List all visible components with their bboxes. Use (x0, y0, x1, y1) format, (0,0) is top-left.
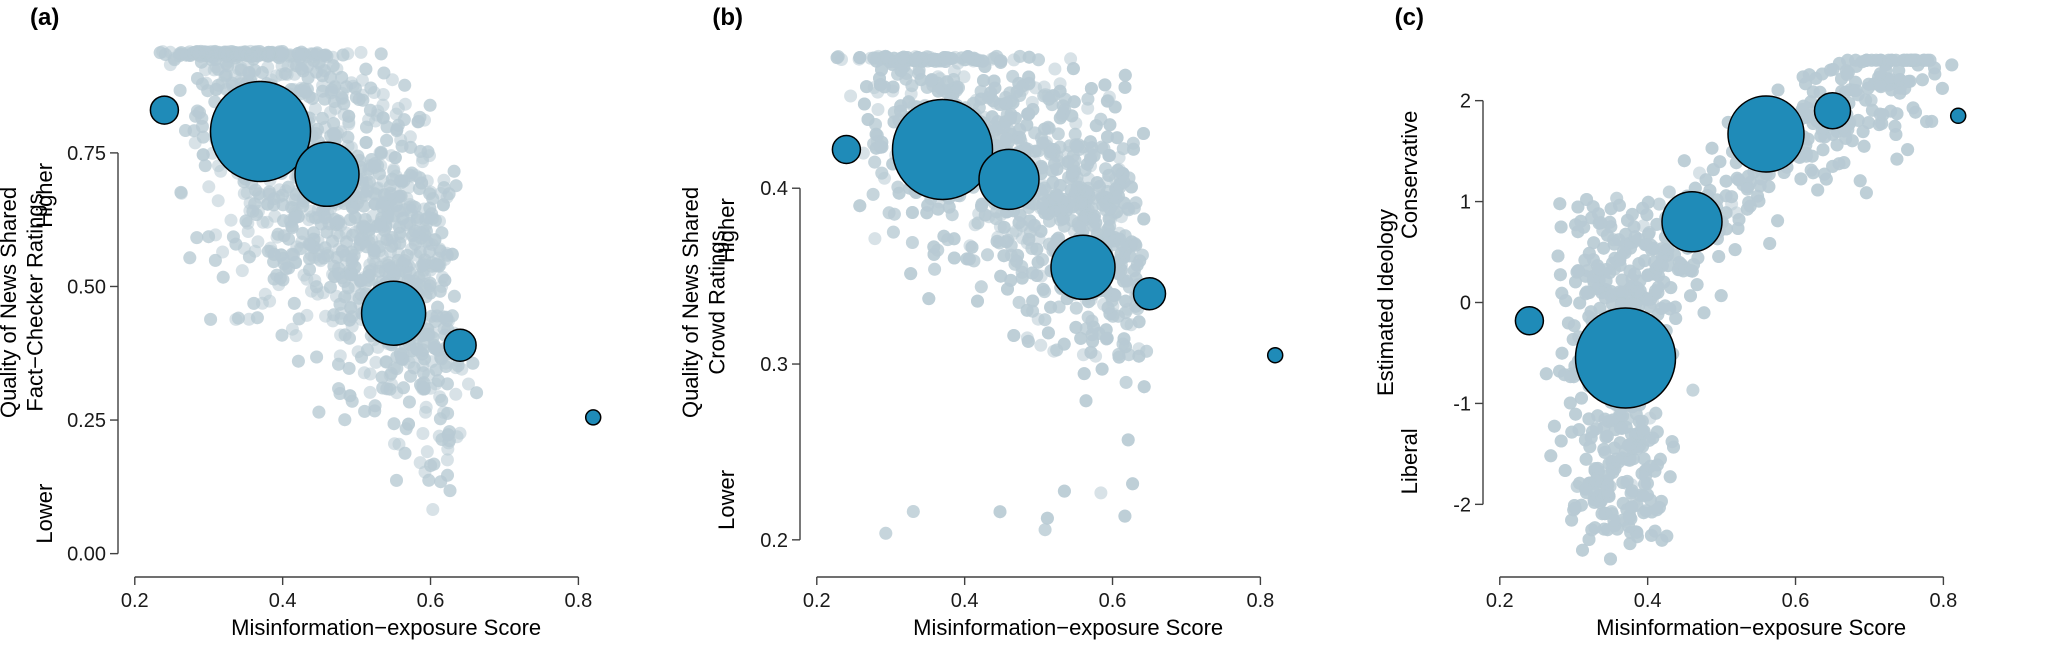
panel-a-ytick: 0.50 (67, 276, 106, 298)
panel-a-xtick: 0.6 (417, 590, 445, 612)
panel-c-bigpoint-2 (1662, 192, 1722, 252)
panel-a-ylabel-line1: Quality of News Shared (0, 187, 21, 418)
panel-a-bigpoint-2 (295, 142, 359, 206)
panel-c-xtick: 0.2 (1486, 590, 1514, 612)
panel-b-corner-low: Lower (714, 470, 739, 530)
panel-a-svg: 0.2 0.4 0.6 0.8 0.00 0.25 0.50 0.75 Misinformati… (0, 0, 682, 653)
panel-c: (c) 0.2 0.4 0.6 0.8 -2 -1 0 1 2 Misinformation−exp… (1365, 0, 2047, 653)
panel-b-bigpoint-2 (979, 149, 1039, 209)
panel-a-label: (a) (30, 4, 59, 32)
panel-c-ytick: 1 (1460, 192, 1471, 214)
panel-b-xtick: 0.4 (951, 590, 979, 612)
panel-c-xlabel: Misinformation−exposure Score (1596, 615, 1906, 640)
panel-c-ylabel-line1: Estimated Ideology (1373, 209, 1398, 396)
panel-c-xtick: 0.8 (1929, 590, 1957, 612)
panel-c-ytick: 2 (1460, 91, 1471, 113)
panel-c-ytick: -2 (1453, 494, 1471, 516)
panel-b-bigpoint-3 (1051, 235, 1115, 299)
panel-c-bigpoint-3 (1728, 96, 1804, 172)
panel-a-xtick: 0.8 (564, 590, 592, 612)
panel-b-xlabel: Misinformation−exposure Score (914, 615, 1224, 640)
panel-c-svg: 0.2 0.4 0.6 0.8 -2 -1 0 1 2 Misinformation−exposu… (1365, 0, 2047, 653)
panel-b-label: (b) (712, 4, 743, 32)
panel-a-bigpoint-0 (150, 96, 178, 124)
panel-c-ytick: -1 (1453, 393, 1471, 415)
panel-a-ytick: 0.75 (67, 143, 106, 165)
figure-row: (a) 0.2 0.4 0.6 0.8 0.00 0.25 0.50 0.75 Misinform… (0, 0, 2047, 653)
panel-a-xtick: 0.4 (269, 590, 297, 612)
panel-c-bigpoint-4 (1814, 93, 1850, 129)
panel-a-bigpoint-4 (444, 329, 476, 361)
panel-a: (a) 0.2 0.4 0.6 0.8 0.00 0.25 0.50 0.75 Misinform… (0, 0, 682, 653)
panel-c-label: (c) (1395, 4, 1424, 32)
panel-b-ytick: 0.4 (761, 178, 789, 200)
panel-a-corner-high: Higher (32, 163, 57, 228)
panel-b-bigpoint-4 (1134, 278, 1166, 310)
panel-b-bigpoint-5 (1268, 348, 1283, 363)
panel-b-ytick: 0.2 (761, 530, 789, 552)
panel-a-bigpoint-3 (362, 281, 426, 345)
panel-b-xtick: 0.8 (1247, 590, 1275, 612)
panel-b-bigpoint-0 (833, 136, 861, 164)
panel-b: (b) 0.2 0.4 0.6 0.8 0.2 0.3 0.4 Misinformation−e… (682, 0, 1364, 653)
panel-b-svg: 0.2 0.4 0.6 0.8 0.2 0.3 0.4 Misinformation−expo… (682, 0, 1364, 653)
panel-c-bigpoint-5 (1950, 108, 1965, 123)
panel-b-bigpoint-1 (893, 100, 993, 200)
panel-b-ytick: 0.3 (761, 354, 789, 376)
panel-c-corner-low: Liberal (1397, 428, 1422, 494)
panel-c-xtick: 0.4 (1633, 590, 1661, 612)
panel-c-bigpoint-1 (1575, 308, 1675, 408)
panel-a-ytick: 0.00 (67, 544, 106, 566)
panel-c-bigpoint-0 (1515, 307, 1543, 335)
panel-a-corner-low: Lower (32, 484, 57, 544)
panel-a-xtick: 0.2 (121, 590, 149, 612)
panel-b-xtick: 0.6 (1099, 590, 1127, 612)
panel-c-corner-high: Conservative (1397, 111, 1422, 239)
panel-a-xlabel: Misinformation−exposure Score (231, 615, 541, 640)
panel-b-ylabel-line1: Quality of News Shared (682, 187, 703, 418)
panel-a-bigpoint-5 (586, 410, 601, 425)
panel-b-corner-high: Higher (714, 198, 739, 263)
panel-b-xtick: 0.2 (803, 590, 831, 612)
panel-c-ytick: 0 (1460, 293, 1471, 315)
panel-c-xtick: 0.6 (1781, 590, 1809, 612)
panel-a-ytick: 0.25 (67, 410, 106, 432)
